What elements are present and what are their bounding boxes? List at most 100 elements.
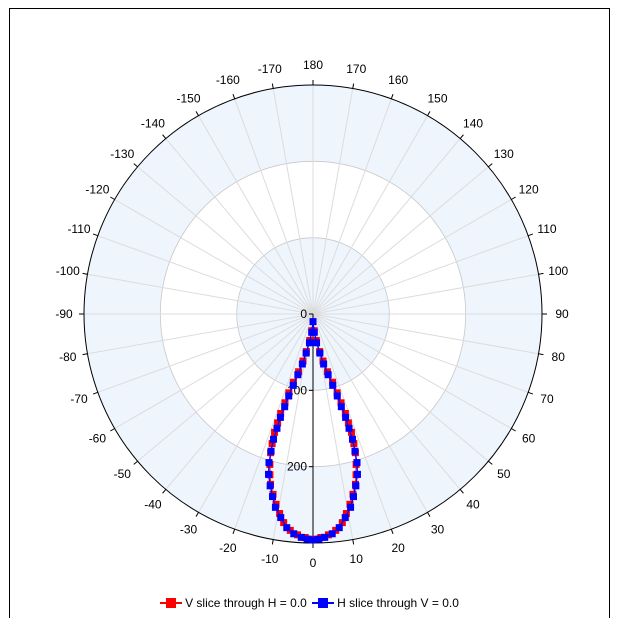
grid-spoke: [312, 98, 392, 315]
series-point-0: [324, 531, 332, 539]
series-point-1: [305, 339, 313, 347]
series-point-1: [353, 459, 361, 467]
angle-label: 150: [427, 91, 447, 105]
series-point-1: [352, 482, 360, 490]
series-point-1: [303, 535, 311, 543]
angle-tick: [92, 233, 98, 237]
angle-tick: [232, 529, 236, 535]
grid-spoke: [272, 88, 314, 315]
series-point-1: [321, 533, 329, 541]
angle-label: 160: [388, 73, 408, 87]
grid-spoke: [312, 273, 539, 315]
angle-label: 0: [310, 556, 317, 570]
grid-spoke: [312, 313, 512, 429]
series-point-1: [347, 503, 355, 511]
angle-tick: [110, 428, 115, 432]
angle-tick: [390, 93, 394, 99]
series-point-1: [309, 318, 317, 326]
grid-spoke: [114, 199, 314, 315]
angle-tick: [271, 539, 274, 545]
grid-spoke: [165, 138, 314, 315]
grid-spoke: [198, 115, 314, 315]
angle-label: -150: [176, 91, 200, 105]
angle-tick: [459, 134, 464, 139]
radial-tick-label: 0: [300, 307, 307, 321]
series-point-1: [281, 403, 289, 411]
angle-label: -100: [56, 264, 80, 278]
angular-grid: [84, 85, 542, 543]
series-point-1: [349, 493, 357, 501]
angle-label: -110: [67, 222, 90, 236]
series-point-1: [324, 371, 332, 379]
radial-tick-label: 200: [287, 460, 307, 474]
angle-tick: [271, 83, 274, 89]
angle-label: -130: [110, 147, 134, 161]
angle-label: -120: [85, 183, 109, 197]
series-point-1: [348, 435, 356, 443]
data-series: [265, 318, 361, 544]
series-point-1: [315, 535, 323, 543]
angle-label: 70: [540, 392, 554, 406]
angle-label: -140: [141, 116, 165, 130]
angle-tick: [511, 196, 516, 200]
angle-label: 60: [522, 432, 536, 446]
angle-label: 40: [466, 498, 480, 512]
series-point-0: [274, 419, 282, 427]
chart-frame: [9, 8, 610, 618]
angle-tick: [488, 163, 493, 168]
angle-label: 140: [463, 116, 483, 130]
series-point-1: [351, 447, 359, 455]
legend-label-v-slice: V slice through H = 0.0: [185, 596, 307, 610]
angle-tick: [82, 353, 88, 356]
angle-label: -70: [70, 392, 88, 406]
grid-spoke: [137, 166, 314, 315]
grid-spoke: [312, 313, 392, 530]
angle-label: -170: [258, 62, 282, 76]
angle-tick: [538, 353, 544, 356]
series-point-1: [308, 328, 316, 336]
angle-label: -160: [216, 73, 240, 87]
grid-spoke: [97, 313, 314, 393]
angle-tick: [110, 196, 115, 200]
angle-tick: [538, 272, 544, 275]
angle-tick: [162, 134, 167, 139]
grid-spoke: [312, 313, 461, 490]
angle-tick: [195, 512, 199, 517]
series-point-1: [353, 470, 361, 478]
grid-spoke: [97, 235, 314, 315]
angle-tick: [488, 460, 493, 465]
series-point-0: [347, 428, 355, 436]
legend-item-v-slice: V slice through H = 0.0: [160, 596, 307, 610]
series-point-0: [276, 510, 284, 518]
angle-label: -80: [59, 350, 77, 364]
series-point-0: [281, 399, 289, 407]
legend-swatch-red: [160, 598, 183, 608]
grid-spoke: [165, 313, 314, 490]
angle-label: 110: [537, 222, 556, 236]
angle-label: 90: [555, 307, 569, 321]
series-point-1: [328, 530, 336, 538]
series-point-1: [266, 482, 274, 490]
series-point-0: [341, 409, 349, 417]
series-point-1: [269, 493, 277, 501]
series-point-1: [290, 530, 298, 538]
angle-label: -50: [114, 467, 132, 481]
angle-label: 80: [552, 350, 566, 364]
series-point-1: [265, 470, 273, 478]
series-point-1: [289, 381, 297, 389]
series-point-1: [313, 339, 321, 347]
angle-tick: [232, 93, 236, 99]
series-point-1: [285, 392, 293, 400]
angle-label: -30: [180, 523, 198, 537]
grid-spoke: [312, 313, 539, 355]
grid-spoke: [137, 313, 314, 462]
grid-spoke: [312, 235, 529, 315]
grid-spoke: [234, 313, 314, 530]
series-point-0: [337, 399, 345, 407]
series-point-1: [273, 424, 281, 432]
series-point-1: [309, 536, 317, 544]
series-point-1: [302, 349, 310, 357]
series-point-1: [333, 392, 341, 400]
series-point-1: [297, 533, 305, 541]
grid-spoke: [87, 313, 314, 355]
